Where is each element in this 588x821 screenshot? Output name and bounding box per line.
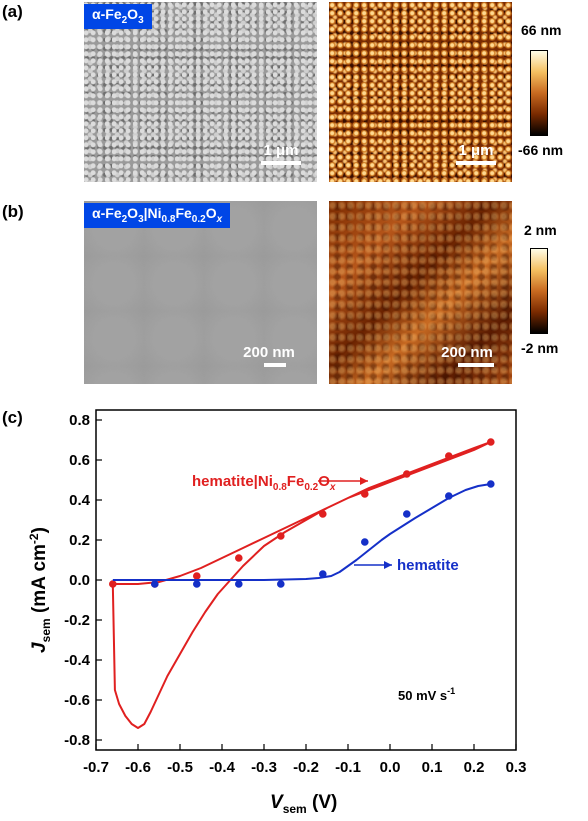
x-tick-label: -0.1 xyxy=(335,759,361,776)
x-axis-label: Vsem (V) xyxy=(270,792,337,816)
panel-c-letter: (c) xyxy=(2,408,23,427)
afm-scale-bar-b: 200 nm xyxy=(432,344,502,367)
data-point-hematite xyxy=(403,510,411,518)
legend-label-hematite-nifeox: hematite|Ni0.8Fe0.2Ox xyxy=(192,473,336,493)
y-tick-label: 0.4 xyxy=(69,492,91,509)
x-tick-label: 0.0 xyxy=(380,759,401,776)
y-tick-label: -0.8 xyxy=(64,732,90,749)
data-point-hematite xyxy=(361,538,369,546)
y-tick-label: 0.0 xyxy=(69,572,90,589)
panel-a-letter: (a) xyxy=(2,2,23,21)
data-point-hematite-nifeox xyxy=(319,510,327,518)
x-tick-label: -0.3 xyxy=(251,759,277,776)
data-point-hematite-nifeox xyxy=(193,572,201,580)
series-line-hematite xyxy=(112,483,491,581)
series-line-hematite-nifeox xyxy=(111,441,492,729)
scan-rate-annotation: 50 mV s-1 xyxy=(398,686,455,703)
y-tick-label: -0.6 xyxy=(64,692,90,709)
colorbar-b xyxy=(530,248,548,334)
data-point-hematite-nifeox xyxy=(235,554,243,562)
colorbar-a-min: -66 nm xyxy=(518,142,564,158)
data-point-hematite-nifeox xyxy=(109,580,117,588)
legend-arrowhead-hematite-nifeox xyxy=(360,477,368,485)
data-point-hematite xyxy=(487,480,495,488)
data-point-hematite xyxy=(319,570,327,578)
afm-scale-bar-a: 1 μm xyxy=(451,142,501,165)
data-point-hematite xyxy=(277,580,285,588)
data-point-hematite-nifeox xyxy=(487,438,495,446)
data-point-hematite xyxy=(235,580,243,588)
x-tick-label: 0.1 xyxy=(422,759,443,776)
x-tick-label: 0.2 xyxy=(464,759,485,776)
colorbar-a xyxy=(530,50,548,136)
x-tick-label: -0.2 xyxy=(293,759,319,776)
legend-arrowhead-hematite xyxy=(384,561,392,569)
x-tick-label: -0.6 xyxy=(125,759,151,776)
data-point-hematite-nifeox xyxy=(361,490,369,498)
legend-label-hematite: hematite xyxy=(397,557,459,574)
colorbar-a-max: 66 nm xyxy=(521,22,562,38)
x-tick-label: 0.3 xyxy=(506,759,527,776)
data-point-hematite-nifeox xyxy=(403,470,411,478)
data-point-hematite-nifeox xyxy=(445,452,453,460)
y-axis: -0.8 -0.6 -0.4 -0.2 0.0 0.2 0.4 0.6 0.8 xyxy=(64,412,102,749)
y-tick-label: -0.4 xyxy=(64,652,91,669)
afm-image-hematite: 1 μm xyxy=(329,2,512,182)
series-layer xyxy=(109,438,495,729)
sem-image-hematite-nifeox: α-Fe2O3|Ni0.8Fe0.2Ox 200 nm xyxy=(84,201,317,384)
colorbar-b-max: 2 nm xyxy=(524,222,557,238)
y-axis-label: Jsem (mA cm-2) xyxy=(27,527,53,653)
x-axis: -0.7 -0.6 -0.5 -0.4 -0.3 -0.2 -0.1 0.0 0.1 0.2 0.3 xyxy=(83,744,526,776)
sample-tag-hematite-nifeox: α-Fe2O3|Ni0.8Fe0.2Ox xyxy=(84,203,231,228)
panel-b-letter: (b) xyxy=(2,202,24,221)
data-point-hematite-nifeox xyxy=(277,532,285,540)
x-tick-label: -0.7 xyxy=(83,759,109,776)
x-tick-label: -0.5 xyxy=(167,759,193,776)
colorbar-b-min: -2 nm xyxy=(521,340,559,356)
afm-image-hematite-nifeox: 200 nm xyxy=(329,201,512,384)
sem-scale-bar-b: 200 nm xyxy=(234,344,304,367)
data-point-hematite xyxy=(193,580,201,588)
y-tick-label: 0.2 xyxy=(69,532,90,549)
y-tick-label: 0.6 xyxy=(69,452,90,469)
data-point-hematite xyxy=(151,580,159,588)
x-tick-label: -0.4 xyxy=(209,759,236,776)
data-point-hematite xyxy=(445,492,453,500)
sample-tag-hematite: α-Fe2O3 xyxy=(84,4,152,29)
sem-image-hematite: α-Fe2O3 1 μm xyxy=(84,2,317,182)
y-tick-label: -0.2 xyxy=(64,612,90,629)
sem-scale-bar-a: 1 μm xyxy=(256,142,306,165)
y-tick-label: 0.8 xyxy=(69,412,90,429)
